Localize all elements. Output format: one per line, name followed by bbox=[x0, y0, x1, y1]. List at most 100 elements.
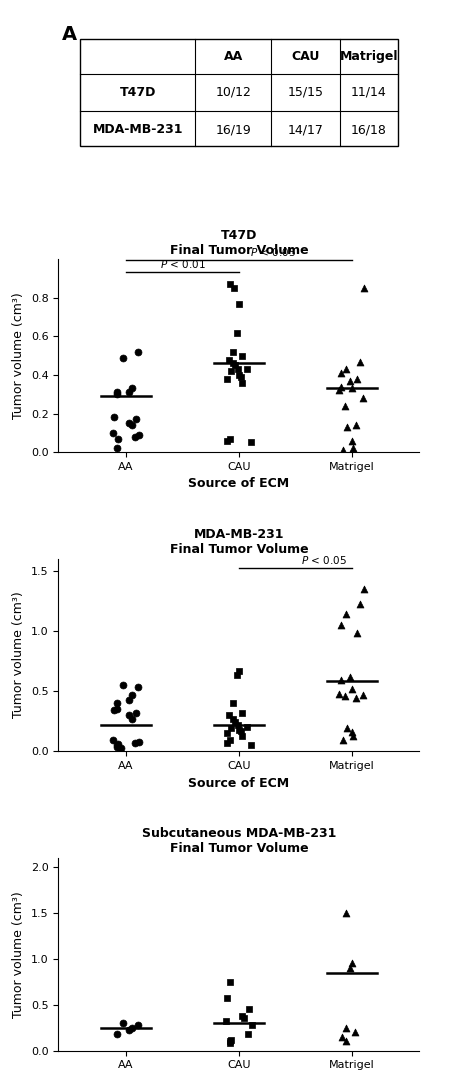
Point bbox=[113, 384, 120, 401]
Point bbox=[223, 370, 230, 387]
Point bbox=[109, 425, 116, 442]
Text: 14/17: 14/17 bbox=[288, 123, 323, 136]
Point bbox=[131, 734, 139, 751]
Point bbox=[226, 973, 233, 991]
Title: Subcutaneous MDA-MB-231
Final Tumor Volume: Subcutaneous MDA-MB-231 Final Tumor Volu… bbox=[142, 828, 336, 855]
Y-axis label: Tumor volume (cm³): Tumor volume (cm³) bbox=[12, 891, 25, 1017]
Point bbox=[115, 430, 122, 447]
Point bbox=[338, 378, 345, 396]
Point bbox=[117, 739, 124, 756]
Point bbox=[361, 280, 368, 297]
Point bbox=[110, 408, 118, 426]
Point bbox=[247, 434, 255, 451]
Point bbox=[238, 723, 245, 740]
Point bbox=[229, 355, 237, 372]
Point bbox=[227, 1031, 235, 1048]
Point bbox=[338, 1028, 346, 1045]
Point bbox=[232, 357, 239, 374]
Point bbox=[229, 711, 237, 728]
Point bbox=[128, 711, 135, 728]
Point bbox=[226, 430, 233, 447]
Point bbox=[238, 704, 246, 721]
Point bbox=[223, 989, 231, 1007]
Point bbox=[348, 680, 355, 697]
FancyBboxPatch shape bbox=[80, 39, 398, 146]
Y-axis label: Tumor volume (cm³): Tumor volume (cm³) bbox=[12, 592, 25, 718]
Point bbox=[226, 276, 234, 293]
Point bbox=[227, 362, 234, 379]
Point bbox=[238, 347, 246, 364]
Point bbox=[243, 718, 250, 735]
Point bbox=[342, 687, 349, 704]
Point bbox=[356, 353, 364, 370]
Point bbox=[342, 398, 349, 415]
Point bbox=[125, 1022, 132, 1039]
Point bbox=[346, 668, 354, 685]
Point bbox=[336, 685, 343, 702]
Point bbox=[226, 351, 233, 368]
Point bbox=[233, 324, 241, 341]
Point bbox=[233, 667, 241, 684]
Y-axis label: Tumor volume (cm³): Tumor volume (cm³) bbox=[12, 293, 25, 419]
Point bbox=[348, 379, 355, 397]
Point bbox=[235, 367, 243, 384]
Point bbox=[337, 364, 344, 382]
Point bbox=[245, 1000, 253, 1017]
Point bbox=[125, 691, 132, 709]
Text: AA: AA bbox=[224, 49, 243, 63]
Title: MDA-MB-231
Final Tumor Volume: MDA-MB-231 Final Tumor Volume bbox=[170, 528, 308, 556]
Point bbox=[343, 418, 350, 435]
Point bbox=[125, 384, 132, 401]
Point bbox=[135, 733, 143, 750]
Point bbox=[238, 369, 245, 386]
Text: $P$ < 0.05: $P$ < 0.05 bbox=[250, 245, 295, 258]
Text: 11/14: 11/14 bbox=[351, 86, 387, 99]
Point bbox=[132, 704, 140, 721]
Point bbox=[248, 1016, 255, 1033]
Text: A: A bbox=[62, 26, 77, 44]
Point bbox=[343, 606, 350, 623]
Point bbox=[352, 417, 360, 434]
Point bbox=[223, 432, 231, 449]
Point bbox=[129, 379, 136, 397]
Title: T47D
Final Tumor Volume: T47D Final Tumor Volume bbox=[170, 228, 308, 257]
Point bbox=[236, 662, 243, 680]
Text: $P$ < 0.05: $P$ < 0.05 bbox=[301, 554, 346, 566]
Point bbox=[129, 1019, 136, 1037]
Point bbox=[337, 616, 344, 634]
Point bbox=[110, 702, 118, 719]
Point bbox=[230, 280, 237, 297]
Point bbox=[229, 695, 237, 712]
X-axis label: Source of ECM: Source of ECM bbox=[188, 477, 289, 490]
Point bbox=[132, 411, 140, 428]
Point bbox=[222, 1013, 230, 1030]
X-axis label: Source of ECM: Source of ECM bbox=[188, 776, 289, 790]
Point bbox=[135, 679, 142, 696]
Point bbox=[336, 382, 343, 399]
Point bbox=[226, 1034, 234, 1052]
Text: 15/15: 15/15 bbox=[288, 86, 324, 99]
Text: $P$ < 0.01: $P$ < 0.01 bbox=[159, 257, 205, 269]
Point bbox=[349, 432, 356, 449]
Point bbox=[135, 427, 143, 444]
Point bbox=[113, 386, 120, 403]
Point bbox=[229, 343, 237, 360]
Point bbox=[339, 442, 347, 459]
Point bbox=[349, 955, 356, 972]
Point bbox=[119, 676, 126, 694]
Point bbox=[238, 727, 246, 744]
Text: Matrigel: Matrigel bbox=[340, 49, 398, 63]
Text: 10/12: 10/12 bbox=[215, 86, 251, 99]
Point bbox=[353, 625, 360, 642]
Point bbox=[119, 349, 126, 367]
Point bbox=[343, 360, 350, 377]
Point bbox=[352, 689, 360, 706]
Point bbox=[244, 1026, 252, 1043]
Point bbox=[135, 1016, 142, 1033]
Point bbox=[226, 1032, 234, 1049]
Point bbox=[223, 734, 231, 751]
Point bbox=[238, 374, 246, 391]
Point bbox=[238, 1007, 245, 1024]
Point bbox=[351, 1024, 358, 1041]
Text: CAU: CAU bbox=[291, 49, 320, 63]
